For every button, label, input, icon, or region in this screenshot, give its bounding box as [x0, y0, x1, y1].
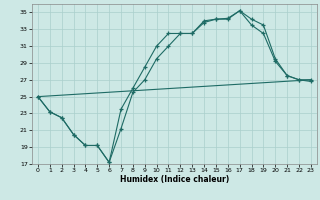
X-axis label: Humidex (Indice chaleur): Humidex (Indice chaleur): [120, 175, 229, 184]
